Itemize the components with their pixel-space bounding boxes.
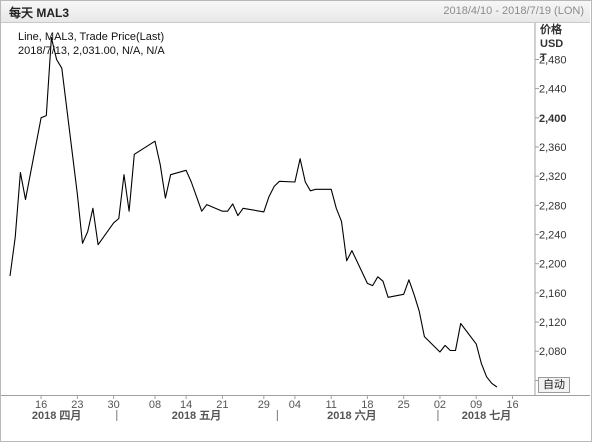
y-tick-label: 2,480 bbox=[539, 54, 567, 66]
month-label: 2018 五月 bbox=[172, 409, 222, 422]
auto-scale-button[interactable]: 自动 bbox=[538, 377, 570, 393]
legend-series-name: Line, MAL3, Trade Price(Last) bbox=[18, 31, 164, 43]
x-tick-label: 23 bbox=[71, 399, 83, 411]
series-layer bbox=[9, 37, 498, 388]
month-label: 2018 六月 bbox=[327, 408, 377, 422]
x-tick-label: 16 bbox=[506, 399, 518, 411]
date-range: 2018/4/10 - 2018/7/19 (LON) bbox=[443, 5, 584, 17]
y-unit-line-3: T bbox=[540, 52, 547, 64]
x-tick-label: 18 bbox=[361, 399, 373, 411]
x-tick-label: 02 bbox=[434, 399, 446, 411]
y-tick-label: 2,360 bbox=[539, 142, 567, 154]
y-tick-label: 2,200 bbox=[539, 259, 567, 271]
y-tick-label: 2,320 bbox=[539, 171, 567, 183]
x-tick-label: 21 bbox=[216, 399, 228, 411]
y-tick-label: 2,400 bbox=[539, 113, 567, 125]
x-tick-label: 14 bbox=[180, 399, 192, 411]
y-tick-label: 2,080 bbox=[539, 346, 567, 358]
chart-title: 每天 MAL3 bbox=[9, 6, 70, 20]
x-tick-label: 29 bbox=[258, 399, 270, 411]
y-tick-label: 2,120 bbox=[539, 317, 567, 329]
x-tick-label: 16 bbox=[35, 399, 47, 411]
y-tick-label: 2,280 bbox=[539, 200, 567, 212]
x-tick-label: 08 bbox=[149, 399, 161, 411]
plot-area bbox=[1, 23, 590, 396]
x-tick-label: 04 bbox=[289, 399, 301, 411]
y-tick-label: 2,160 bbox=[539, 288, 567, 300]
y-unit-line-1: 价格 bbox=[540, 22, 563, 36]
y-tick-label: 2,440 bbox=[539, 84, 567, 96]
legend-last-value: 2018/7/13, 2,031.00, N/A, N/A bbox=[18, 45, 165, 57]
y-tick-label: 2,240 bbox=[539, 230, 567, 242]
x-tick-label: 30 bbox=[107, 399, 119, 411]
y-unit-line-2: USD bbox=[540, 38, 563, 50]
legend: Line, MAL3, Trade Price(Last) 2018/7/13,… bbox=[18, 31, 165, 57]
x-tick-label: 09 bbox=[470, 399, 482, 411]
x-tick-label: 25 bbox=[398, 399, 410, 411]
y-unit-label: 价格 USD T bbox=[540, 22, 563, 64]
month-label: 2018 四月 bbox=[32, 409, 82, 422]
month-label: 2018 七月 bbox=[462, 408, 512, 422]
x-tick-label: 11 bbox=[325, 399, 336, 411]
series-line bbox=[9, 37, 498, 388]
y-axis: 2,0402,0802,1202,1602,2002,2402,2802,320… bbox=[535, 54, 567, 387]
chart-titlebar: 每天 MAL3 2018/4/10 - 2018/7/19 (LON) bbox=[1, 1, 590, 23]
